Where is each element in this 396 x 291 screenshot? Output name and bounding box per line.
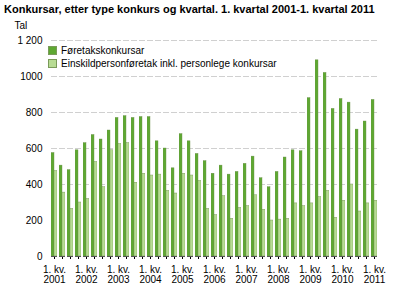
svg-text:1000: 1000 bbox=[20, 71, 43, 82]
svg-text:400: 400 bbox=[26, 179, 43, 190]
svg-text:0: 0 bbox=[37, 251, 43, 262]
svg-text:1. kv.2003: 1. kv.2003 bbox=[107, 264, 130, 285]
svg-text:Tal: Tal bbox=[15, 20, 28, 31]
svg-text:1. kv.2010: 1. kv.2010 bbox=[331, 264, 354, 285]
svg-text:1. kv.2007: 1. kv.2007 bbox=[235, 264, 258, 285]
svg-text:1. kv.2002: 1. kv.2002 bbox=[75, 264, 98, 285]
svg-text:1. kv.2011: 1. kv.2011 bbox=[363, 264, 386, 285]
svg-text:1. kv.2009: 1. kv.2009 bbox=[299, 264, 322, 285]
svg-text:200: 200 bbox=[26, 215, 43, 226]
svg-text:1. kv.2006: 1. kv.2006 bbox=[203, 264, 226, 285]
svg-text:1 200: 1 200 bbox=[17, 35, 42, 46]
svg-text:800: 800 bbox=[26, 107, 43, 118]
html-text:Føretakskonkursar: Føretakskonkursar bbox=[61, 45, 145, 56]
html-text:Konkursar, etter type konkurs: Konkursar, etter type konkurs og kvartal… bbox=[4, 3, 375, 15]
svg-text:1. kv.2005: 1. kv.2005 bbox=[171, 264, 194, 285]
svg-text:1. kv.2008: 1. kv.2008 bbox=[267, 264, 290, 285]
html-text:Einskildpersonføretak inkl. pe: Einskildpersonføretak inkl. personlege k… bbox=[61, 58, 277, 69]
svg-text:1. kv.2001: 1. kv.2001 bbox=[43, 264, 66, 285]
svg-text:600: 600 bbox=[26, 143, 43, 154]
svg-text:1. kv.2004: 1. kv.2004 bbox=[139, 264, 162, 285]
